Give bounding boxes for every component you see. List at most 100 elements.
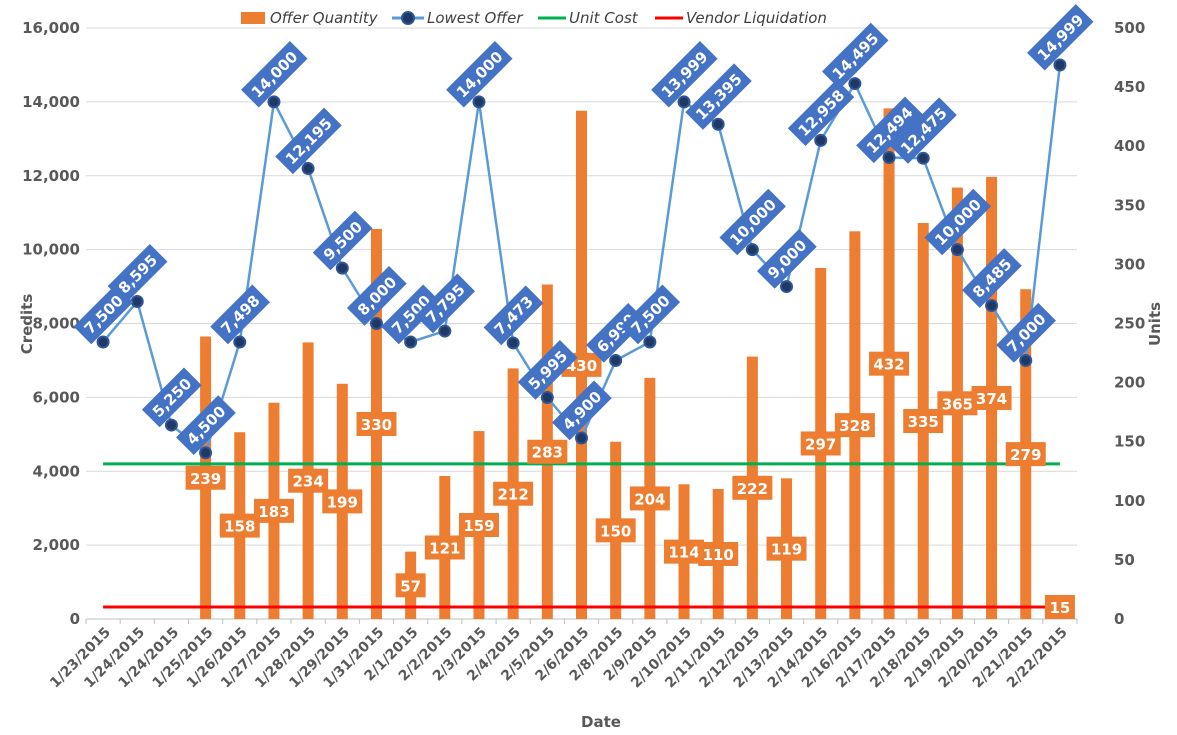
bar-label-bg — [732, 475, 773, 500]
data-point — [335, 261, 349, 275]
bar-label-bg — [629, 486, 670, 511]
point-label-text: 14,000 — [248, 48, 302, 102]
bar-label-bg — [395, 573, 426, 598]
data-point — [1053, 58, 1067, 72]
point-label: 8,595 — [107, 244, 168, 304]
point-label-bg — [924, 188, 991, 256]
bar-label: 335 — [908, 413, 939, 431]
bar-label: 114 — [668, 544, 699, 562]
bar-label: 330 — [361, 416, 392, 434]
line-lowest-offer — [96, 58, 1067, 460]
y2-tick-label: 250 — [1114, 315, 1145, 333]
point-label-bg — [620, 284, 681, 345]
point-label-bg — [415, 273, 476, 334]
data-point — [575, 431, 588, 445]
point-label-bg — [381, 284, 441, 345]
point-label-bg — [176, 395, 236, 456]
legend-label-vendor-liquidation: Vendor Liquidation — [686, 9, 827, 27]
y-tick-label: 10,000 — [22, 241, 80, 259]
bar-label-bg — [800, 431, 841, 456]
data-point — [404, 335, 418, 349]
point-label-text: 14,000 — [453, 48, 507, 102]
bars-offer-quantity — [200, 108, 1066, 620]
data-point — [677, 95, 691, 109]
point-label: 9,500 — [312, 210, 373, 271]
bar-label-bg — [253, 498, 294, 523]
y-tick-label: 16,000 — [22, 19, 80, 37]
data-point — [96, 335, 110, 349]
bar-label: 183 — [258, 503, 289, 521]
y2-tick-label: 200 — [1114, 374, 1145, 392]
point-label: 7,473 — [483, 285, 544, 346]
bar-label: 204 — [634, 490, 665, 508]
legend-marker-lowest-offer — [401, 11, 415, 25]
data-point — [950, 243, 964, 257]
bar-label: 374 — [976, 390, 1007, 408]
bar-label: 297 — [805, 435, 836, 453]
point-label-bg — [890, 97, 957, 164]
data-point — [472, 95, 486, 109]
point-label-text: 14,495 — [829, 29, 883, 83]
y-tick-label: 8,000 — [33, 315, 80, 333]
bar-label-bg — [1044, 595, 1075, 619]
bar-label: 110 — [703, 546, 734, 564]
data-point — [609, 353, 623, 367]
data-point — [164, 418, 178, 432]
data-point — [643, 335, 657, 349]
point-label-bg — [446, 40, 513, 108]
data-point — [711, 117, 725, 131]
bar-label: 57 — [400, 577, 421, 595]
point-label-bg — [962, 248, 1022, 308]
data-point — [199, 446, 213, 460]
point-label-bg — [651, 41, 718, 108]
legend-swatch-offer-quantity — [241, 12, 265, 24]
data-point — [130, 295, 144, 309]
data-point — [267, 95, 281, 109]
y2-tick-label: 400 — [1114, 137, 1145, 155]
y-tick-label: 14,000 — [22, 93, 80, 111]
bar-label: 365 — [942, 395, 973, 413]
bar-label-bg — [937, 391, 978, 416]
legend-label-unit-cost: Unit Cost — [569, 9, 639, 27]
point-label-bg — [141, 367, 202, 428]
bar-label-bg — [698, 541, 739, 566]
point-label-bg — [551, 380, 612, 441]
point-label-bg — [821, 22, 889, 90]
bar-label-bg — [493, 481, 534, 506]
legend-label-offer-quantity: Offer Quantity — [270, 9, 379, 27]
y-tick-label: 12,000 — [22, 167, 80, 185]
y-axis-title: Credits — [18, 294, 36, 355]
bar-label-bg — [869, 351, 910, 376]
point-label-bg — [685, 63, 752, 130]
data-point — [438, 324, 452, 338]
bar-label-bg — [903, 409, 944, 434]
data-point — [814, 133, 828, 147]
bar-label-bg — [185, 465, 226, 490]
point-label-text: 10,000 — [726, 196, 780, 250]
data-point — [301, 162, 315, 176]
point-label-bg — [757, 229, 817, 289]
bar-label-bg — [424, 535, 465, 560]
bar-label: 212 — [497, 486, 528, 504]
y-tick-label: 4,000 — [33, 462, 80, 480]
bar-label: 283 — [532, 444, 563, 462]
point-label-text: 12,195 — [282, 114, 336, 168]
bar-label: 239 — [190, 470, 221, 488]
point-label-bg — [483, 285, 544, 346]
bar-label-bg — [527, 439, 568, 464]
bar-label-bg — [664, 539, 705, 564]
point-label-bg — [517, 340, 578, 400]
bar-label-bg — [971, 385, 1012, 410]
bar-labels: 2391581832341993305712115921228343015020… — [185, 351, 1075, 619]
data-point — [369, 317, 383, 330]
bar-label: 199 — [327, 493, 358, 511]
bar-label-bg — [766, 536, 807, 561]
y2-tick-label: 100 — [1114, 492, 1145, 510]
bar-label-bg — [322, 489, 363, 514]
bar-label-bg — [595, 518, 636, 543]
data-point — [985, 299, 999, 313]
y2-tick-label: 500 — [1114, 19, 1145, 37]
point-label-bg — [719, 188, 786, 256]
point-label-bg — [1027, 4, 1094, 71]
